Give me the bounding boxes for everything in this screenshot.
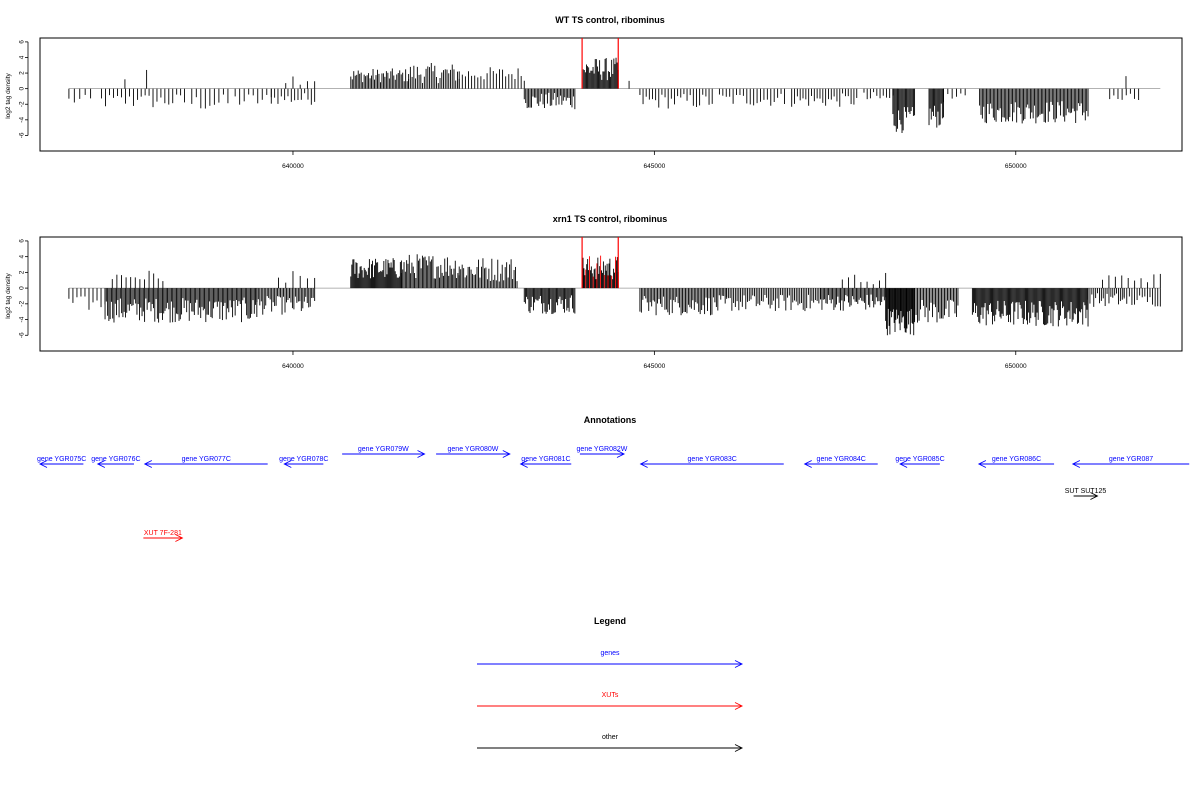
legend-title: Legend [594,616,626,626]
x-axis: 640000 645000 650000 [282,351,1027,370]
region-markers [581,237,619,289]
feature-label: XUT 7F-281 [144,530,182,537]
y-tick-label: 4 [19,254,26,258]
arrowhead-icon [803,460,812,468]
feature-xut: XUT 7F-281 [143,530,184,542]
y-tick-label: 2 [19,71,26,75]
feature-other: SUT SUT125 [1065,488,1107,500]
feature-label: gene YGR075C [37,456,86,463]
legend-label: XUTs [602,692,619,699]
y-tick-label: -2 [19,301,26,307]
arrowhead-icon [417,450,426,458]
y-tick-label: 0 [19,86,26,90]
legend: Legend genes XUTs other [477,616,744,752]
x-tick-label: 645000 [644,163,666,170]
y-tick-label: -4 [19,316,26,322]
y-axis-label: log2 tag density [5,272,12,318]
feature-gene: gene YGR077C [143,456,268,468]
annotations-track: Annotations gene YGR075C gene YGR076C gene… [37,415,1190,542]
feature-label: gene YGR077C [182,456,231,463]
feature-label: gene YGR076C [91,456,140,463]
legend-item-other: other [477,734,744,752]
arrowhead-icon [899,460,908,468]
y-tick-label: 4 [19,55,26,59]
feature-label: gene YGR084C [817,456,866,463]
x-tick-label: 640000 [282,163,304,170]
arrowhead-icon [734,702,744,710]
y-tick-label: 6 [19,40,26,44]
feature-gene: gene YGR082W [577,446,628,458]
x-tick-label: 650000 [1005,363,1027,370]
feature-gene: gene YGR087 [1071,456,1190,468]
feature-gene: gene YGR080W [436,446,511,458]
feature-gene: gene YGR079W [342,446,426,458]
arrowhead-icon [175,534,184,542]
arrowhead-icon [977,460,987,468]
feature-label: gene YGR086C [992,456,1041,463]
arrowhead-icon [734,660,744,668]
feature-label: gene YGR080W [448,446,499,453]
y-axis-label: log2 tag density [5,72,12,118]
arrowhead-icon [1071,460,1081,468]
xrn1-density-panel: xrn1 TS control, ribominus log2 tag dens… [5,214,1183,370]
feature-gene: gene YGR085C [895,456,945,468]
y-tick-label: 2 [19,270,26,274]
arrowhead-icon [734,744,744,752]
feature-gene: gene YGR083C [639,456,784,468]
plot-frame [39,37,1183,152]
y-tick-label: -6 [19,132,26,138]
feature-label: gene YGR087 [1109,456,1153,463]
arrowhead-icon [519,460,528,468]
x-tick-label: 650000 [1005,163,1027,170]
plot-frame [39,236,1183,352]
annotations-title: Annotations [584,415,637,425]
y-axis: 6 4 2 0 -2 -4 -6 [19,239,29,338]
arrowhead-icon [502,450,511,458]
density-bars [68,254,1161,336]
x-tick-label: 645000 [644,363,666,370]
y-tick-label: -6 [19,332,26,338]
arrowhead-icon [96,460,106,468]
arrowhead-icon [38,460,48,468]
feature-gene: gene YGR078C [279,456,328,468]
x-tick-label: 640000 [282,363,304,370]
feature-label: gene YGR078C [279,456,328,463]
legend-item-xut: XUTs [477,692,744,710]
y-axis: 6 4 2 0 -2 -4 -6 [19,40,29,138]
feature-label: SUT SUT125 [1065,488,1107,495]
panel-title: WT TS control, ribominus [555,15,665,25]
feature-label: gene YGR081C [521,456,570,463]
arrowhead-icon [143,460,153,468]
arrowhead-icon [616,450,626,458]
legend-item-gene: genes [477,650,744,668]
y-tick-label: 6 [19,239,26,243]
feature-label: gene YGR079W [358,446,409,453]
wt-density-panel: WT TS control, ribominus log2 tag densit… [5,15,1183,170]
feature-arrows: gene YGR075C gene YGR076C gene YGR077C gene… [37,446,1190,542]
feature-gene: gene YGR081C [519,456,572,468]
arrowhead-icon [1090,492,1099,500]
y-tick-label: 0 [19,286,26,290]
legend-label: genes [600,650,620,657]
feature-gene: gene YGR076C [91,456,141,468]
x-axis: 640000 645000 650000 [282,151,1027,170]
density-bars [68,57,1161,133]
y-tick-label: -2 [19,101,26,107]
legend-label: other [602,734,619,741]
feature-gene: gene YGR084C [803,456,878,468]
region-markers [581,38,619,89]
arrowhead-icon [283,460,292,468]
feature-label: gene YGR083C [688,456,737,463]
feature-label: gene YGR082W [577,446,628,453]
y-tick-label: -4 [19,117,26,123]
feature-gene: gene YGR086C [977,456,1055,468]
panel-title: xrn1 TS control, ribominus [553,214,668,224]
arrowhead-icon [639,460,648,468]
feature-label: gene YGR085C [895,456,944,463]
legend-items: genes XUTs other [477,650,744,752]
feature-gene: gene YGR075C [37,456,86,468]
